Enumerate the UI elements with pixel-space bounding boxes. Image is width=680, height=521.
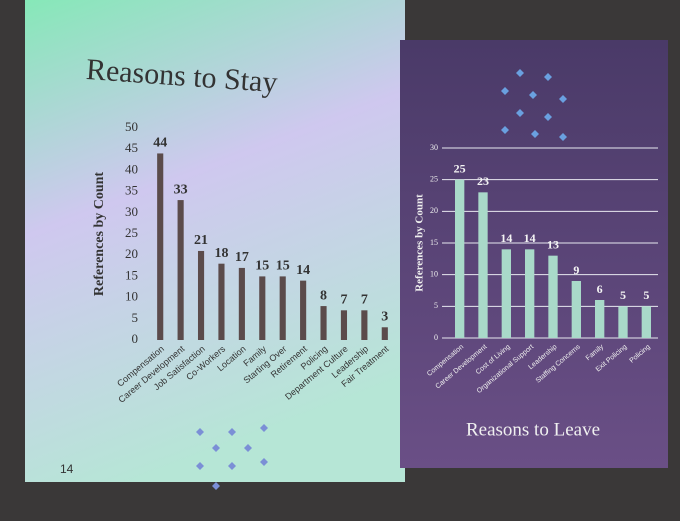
- bar: [571, 281, 581, 338]
- y-tick-label: 20: [430, 206, 438, 215]
- value-label: 17: [235, 250, 249, 265]
- value-label: 18: [214, 246, 228, 261]
- y-tick-label: 25: [125, 225, 138, 240]
- y-axis-label: References by Count: [414, 194, 426, 292]
- bar: [218, 263, 225, 340]
- value-label: 44: [153, 136, 167, 151]
- bar: [238, 267, 245, 340]
- y-tick-label: 0: [132, 331, 139, 346]
- bar: [381, 327, 388, 340]
- y-tick-label: 15: [430, 238, 438, 247]
- value-label: 3: [381, 309, 388, 324]
- value-label: 5: [643, 288, 649, 302]
- left-panel: [25, 0, 405, 482]
- bar: [320, 306, 327, 340]
- y-tick-label: 40: [125, 161, 138, 176]
- chart-title: Reasons to Leave: [466, 419, 600, 440]
- value-label: 8: [320, 288, 327, 303]
- value-label: 7: [361, 293, 368, 308]
- diamonds: [196, 424, 268, 490]
- value-label: 13: [547, 237, 559, 251]
- bar: [501, 249, 511, 338]
- value-label: 15: [276, 259, 290, 274]
- bar: [618, 306, 628, 338]
- bar: [340, 310, 348, 340]
- bar: [548, 255, 558, 338]
- value-label: 15: [255, 259, 269, 274]
- y-tick-label: 0: [434, 333, 438, 342]
- y-tick-label: 25: [430, 174, 438, 183]
- page-number: 14: [60, 462, 74, 476]
- y-tick-label: 50: [125, 119, 138, 134]
- value-label: 14: [296, 263, 310, 278]
- y-tick-label: 15: [125, 267, 138, 282]
- bar: [478, 192, 488, 338]
- bar: [361, 310, 368, 340]
- bar: [525, 249, 535, 338]
- bar: [455, 179, 465, 338]
- y-tick-label: 20: [125, 246, 138, 261]
- value-label: 7: [340, 293, 347, 308]
- bar: [197, 250, 205, 340]
- y-tick-label: 5: [434, 301, 438, 310]
- y-tick-label: 45: [125, 140, 138, 155]
- bar: [300, 280, 307, 340]
- bar: [259, 276, 266, 340]
- bar: [641, 306, 651, 338]
- value-label: 33: [174, 182, 188, 197]
- value-label: 21: [194, 233, 208, 248]
- bar: [279, 276, 286, 340]
- y-tick-label: 35: [125, 183, 138, 198]
- value-label: 9: [573, 263, 579, 277]
- value-label: 14: [500, 231, 512, 245]
- value-label: 5: [620, 288, 626, 302]
- value-label: 25: [454, 161, 466, 175]
- value-label: 14: [524, 231, 536, 245]
- bar: [177, 200, 184, 340]
- bar: [595, 300, 605, 338]
- y-tick-label: 10: [125, 289, 138, 304]
- value-label: 23: [477, 174, 489, 188]
- y-tick-label: 10: [430, 269, 438, 278]
- y-axis-label: References by Count: [92, 172, 107, 297]
- value-label: 6: [597, 282, 603, 296]
- y-tick-label: 5: [132, 310, 139, 325]
- diamonds: [501, 69, 567, 141]
- y-tick-label: 30: [430, 143, 438, 152]
- y-tick-label: 30: [125, 204, 138, 219]
- bar: [157, 153, 164, 340]
